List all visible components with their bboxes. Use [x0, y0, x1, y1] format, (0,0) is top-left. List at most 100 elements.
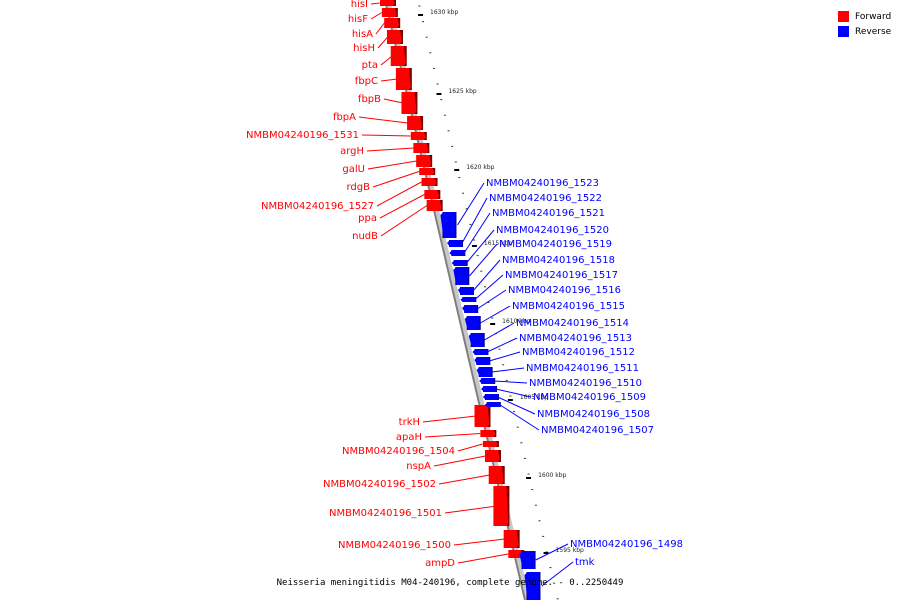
forward-gene-pta: [390, 46, 407, 66]
gene-arrow: [421, 178, 437, 186]
gene-arrow: [460, 297, 476, 302]
gene-arrow: [424, 190, 440, 199]
reverse-gene-nmbm04240196-1513: [472, 349, 489, 355]
gene-arrow: [480, 430, 496, 437]
gene-label-nmbm04240196-1498: NMBM04240196_1498: [570, 539, 683, 550]
reverse-swatch: [838, 26, 849, 37]
gene-leader-line: [377, 36, 389, 49]
gene-arrow: [447, 240, 462, 247]
axis-tick-layer: 1630 kbp 1625 kbp 1620 kbp 1615 kbp 1610 kbp…: [418, 5, 584, 600]
gene-arrow: [508, 550, 524, 558]
reverse-gene-nmbm04240196-1521: [449, 250, 466, 256]
reverse-gene-tmk: [524, 572, 541, 600]
gene-label-nmbm04240196-1516: NMBM04240196_1516: [508, 285, 621, 296]
gene-arrow: [380, 0, 395, 6]
reverse-gene-nmbm04240196-1508: [482, 394, 499, 400]
gene-arrow: [482, 394, 498, 400]
axis-tick-label: 1620 kbp: [466, 164, 494, 171]
gene-leader-line: [424, 433, 481, 438]
gene-label-nmbm04240196-1510: NMBM04240196_1510: [529, 378, 642, 389]
gene-arrow: [395, 68, 411, 90]
gene-arrow: [401, 92, 417, 114]
gene-label-fbpb: fbpB: [358, 94, 381, 105]
gene-arrow: [462, 305, 478, 313]
forward-gene-nmbm04240196-1531: [410, 132, 427, 140]
gene-label-tmk: tmk: [575, 557, 595, 568]
forward-gene-fbpc: [395, 68, 412, 90]
gene-leader-line: [484, 322, 515, 341]
forward-gene-nmbm04240196-1504: [482, 441, 499, 447]
reverse-gene-nmbm04240196-1511: [476, 367, 493, 377]
gene-layer: [380, 0, 541, 600]
gene-arrow: [413, 143, 429, 153]
forward-swatch: [838, 11, 849, 22]
gene-label-nmbm04240196-1520: NMBM04240196_1520: [496, 225, 609, 236]
gene-leader-line: [499, 404, 540, 431]
gene-label-nmbm04240196-1513: NMBM04240196_1513: [519, 333, 632, 344]
reverse-gene-nmbm04240196-1520: [451, 260, 468, 266]
axis-tick-label: 1605 kbp: [520, 394, 548, 401]
gene-arrow: [474, 405, 490, 427]
forward-gene-nmbm04240196-1502: [488, 466, 505, 484]
gene-label-nmbm04240196-1509: NMBM04240196_1509: [533, 392, 646, 403]
gene-label-nmbm04240196-1519: NMBM04240196_1519: [499, 239, 612, 250]
gene-label-nmbm04240196-1507: NMBM04240196_1507: [541, 425, 654, 436]
gene-arrow: [503, 530, 519, 548]
gene-leader-line: [535, 543, 569, 561]
gene-arrow: [449, 250, 465, 256]
reverse-gene-nmbm04240196-1522: [447, 240, 463, 247]
gene-arrow: [479, 378, 495, 384]
reverse-gene-nmbm04240196-1498: [519, 551, 536, 569]
gene-label-hisf: hisF: [348, 14, 368, 25]
gene-leader-line: [489, 351, 521, 362]
gene-leader-line: [491, 367, 525, 373]
gene-label-ppa: ppa: [358, 213, 377, 224]
gene-arrow: [482, 441, 498, 447]
reverse-gene-nmbm04240196-1518: [457, 287, 474, 295]
gene-leader-line: [358, 116, 408, 124]
reverse-gene-nmbm04240196-1519: [453, 267, 470, 285]
gene-arrow: [485, 450, 500, 462]
forward-gene-nudb: [426, 200, 443, 211]
gene-arrow: [451, 260, 467, 266]
gene-label-rdgb: rdgB: [347, 182, 371, 193]
axis-tick-label: 1630 kbp: [430, 9, 458, 16]
gene-leader-line: [438, 474, 490, 485]
gene-arrow: [419, 168, 435, 175]
forward-gene-argh: [413, 143, 430, 153]
forward-gene-ppa: [424, 190, 441, 199]
gene-label-nmbm04240196-1517: NMBM04240196_1517: [505, 270, 618, 281]
forward-gene-trkh: [474, 405, 491, 427]
forward-gene-rdgb: [419, 168, 436, 175]
gene-leader-line: [463, 212, 491, 254]
gene-label-nmbm04240196-1508: NMBM04240196_1508: [537, 409, 650, 420]
axis-tick-label: 1600 kbp: [538, 472, 566, 479]
reverse-gene-nmbm04240196-1523: [440, 212, 457, 238]
gene-arrow: [481, 386, 497, 392]
reverse-gene-nmbm04240196-1515: [464, 316, 481, 330]
gene-leader-line: [444, 505, 498, 514]
legend-forward-label: Forward: [855, 11, 892, 22]
reverse-gene-nmbm04240196-1512: [474, 357, 491, 365]
gene-label-nmbm04240196-1523: NMBM04240196_1523: [486, 178, 599, 189]
gene-leader-line: [380, 55, 393, 66]
genome-caption: Neisseria meningitidis M04-240196, compl…: [276, 578, 624, 588]
gene-label-trkh: trkH: [399, 417, 420, 428]
gene-label-nspa: nspA: [406, 461, 431, 472]
gene-label-hish: hisH: [353, 43, 375, 54]
axis-tick-label: 1610 kbp: [502, 318, 530, 325]
gene-leader-line: [376, 181, 422, 207]
gene-label-nmbm04240196-1518: NMBM04240196_1518: [502, 255, 615, 266]
axis-tick-label: 1615 kbp: [484, 240, 512, 247]
gene-leader-line: [422, 415, 477, 423]
gene-arrow: [524, 572, 540, 600]
gene-label-hisi: hisI: [351, 0, 368, 10]
gene-leader-line: [457, 443, 483, 452]
gene-arrow: [426, 200, 442, 211]
gene-leader-line: [472, 259, 501, 292]
gene-arrow: [493, 486, 509, 526]
forward-gene-ampd: [508, 550, 525, 558]
gene-label-nmbm04240196-1514: NMBM04240196_1514: [516, 318, 629, 329]
gene-arrow: [468, 333, 484, 347]
